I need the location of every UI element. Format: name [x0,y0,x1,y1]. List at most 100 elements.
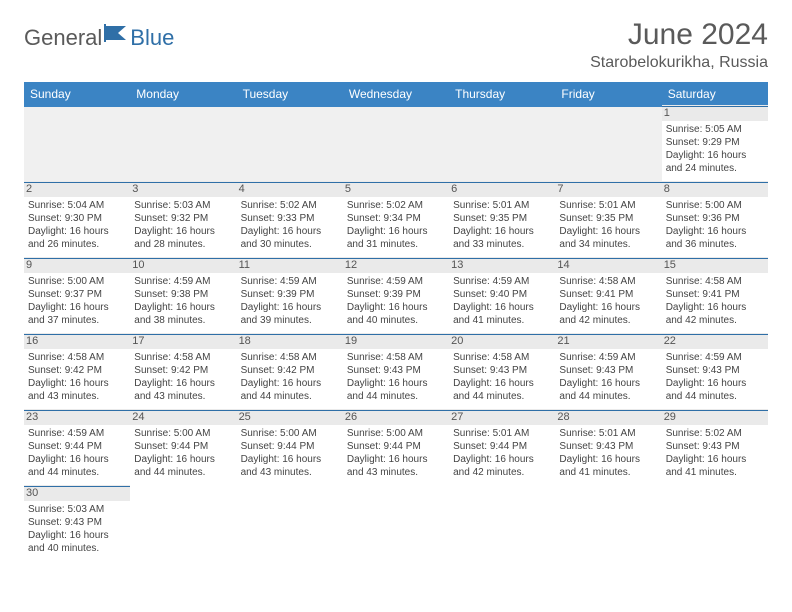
day-number: 4 [237,181,343,197]
weekday-header-row: SundayMondayTuesdayWednesdayThursdayFrid… [24,82,768,107]
weekday-header: Sunday [24,82,130,107]
day-number: 24 [130,409,236,425]
daylight-text: Daylight: 16 hours [347,225,445,238]
calendar-cell: 12Sunrise: 4:59 AMSunset: 9:39 PMDayligh… [343,259,449,335]
day-number: 20 [449,333,555,349]
calendar-cell [449,487,555,563]
day-number: 17 [130,333,236,349]
sunset-text: Sunset: 9:39 PM [347,288,445,301]
calendar-cell: 28Sunrise: 5:01 AMSunset: 9:43 PMDayligh… [555,411,661,487]
sunrise-text: Sunrise: 4:59 AM [559,351,657,364]
sunset-text: Sunset: 9:39 PM [241,288,339,301]
daylight-text: and 37 minutes. [28,314,126,327]
calendar-cell: 30Sunrise: 5:03 AMSunset: 9:43 PMDayligh… [24,487,130,563]
day-number: 28 [555,409,661,425]
sunset-text: Sunset: 9:43 PM [453,364,551,377]
sunset-text: Sunset: 9:37 PM [28,288,126,301]
calendar-cell [555,107,661,183]
sunrise-text: Sunrise: 5:02 AM [347,199,445,212]
day-number: 18 [237,333,343,349]
daylight-text: and 38 minutes. [134,314,232,327]
calendar-cell: 27Sunrise: 5:01 AMSunset: 9:44 PMDayligh… [449,411,555,487]
calendar-row: 16Sunrise: 4:58 AMSunset: 9:42 PMDayligh… [24,335,768,411]
daylight-text: Daylight: 16 hours [559,377,657,390]
daylight-text: and 36 minutes. [666,238,764,251]
daylight-text: Daylight: 16 hours [453,377,551,390]
sunrise-text: Sunrise: 5:01 AM [559,199,657,212]
sunrise-text: Sunrise: 4:59 AM [241,275,339,288]
sunrise-text: Sunrise: 5:05 AM [666,123,764,136]
day-number: 27 [449,409,555,425]
sunset-text: Sunset: 9:42 PM [241,364,339,377]
daylight-text: Daylight: 16 hours [559,453,657,466]
sunset-text: Sunset: 9:43 PM [347,364,445,377]
daylight-text: and 40 minutes. [347,314,445,327]
calendar-cell: 10Sunrise: 4:59 AMSunset: 9:38 PMDayligh… [130,259,236,335]
sunrise-text: Sunrise: 4:59 AM [453,275,551,288]
day-number: 21 [555,333,661,349]
sunrise-text: Sunrise: 5:00 AM [666,199,764,212]
daylight-text: Daylight: 16 hours [559,225,657,238]
sunset-text: Sunset: 9:44 PM [453,440,551,453]
day-number: 22 [662,333,768,349]
sunset-text: Sunset: 9:32 PM [134,212,232,225]
sunset-text: Sunset: 9:42 PM [28,364,126,377]
daylight-text: Daylight: 16 hours [666,453,764,466]
sunrise-text: Sunrise: 4:58 AM [134,351,232,364]
daylight-text: and 26 minutes. [28,238,126,251]
daylight-text: Daylight: 16 hours [241,377,339,390]
sunset-text: Sunset: 9:38 PM [134,288,232,301]
sunrise-text: Sunrise: 4:58 AM [28,351,126,364]
weekday-header: Monday [130,82,236,107]
calendar-row: 30Sunrise: 5:03 AMSunset: 9:43 PMDayligh… [24,487,768,563]
calendar-cell: 15Sunrise: 4:58 AMSunset: 9:41 PMDayligh… [662,259,768,335]
calendar-cell: 24Sunrise: 5:00 AMSunset: 9:44 PMDayligh… [130,411,236,487]
daylight-text: Daylight: 16 hours [666,301,764,314]
logo: General Blue [24,24,174,52]
daylight-text: Daylight: 16 hours [134,225,232,238]
day-number: 2 [24,181,130,197]
daylight-text: and 43 minutes. [347,466,445,479]
sunrise-text: Sunrise: 5:00 AM [28,275,126,288]
daylight-text: Daylight: 16 hours [28,453,126,466]
sunset-text: Sunset: 9:33 PM [241,212,339,225]
logo-text-1: General [24,25,102,51]
daylight-text: and 24 minutes. [666,162,764,175]
calendar-cell: 3 Sunrise: 5:03 AMSunset: 9:32 PMDaylight… [130,183,236,259]
sunrise-text: Sunrise: 5:02 AM [666,427,764,440]
daylight-text: and 34 minutes. [559,238,657,251]
sunrise-text: Sunrise: 5:02 AM [241,199,339,212]
sunset-text: Sunset: 9:43 PM [666,364,764,377]
sunrise-text: Sunrise: 5:01 AM [453,199,551,212]
daylight-text: and 44 minutes. [666,390,764,403]
day-number: 3 [130,181,236,197]
calendar-cell: 4Sunrise: 5:02 AMSunset: 9:33 PMDaylight… [237,183,343,259]
sunrise-text: Sunrise: 4:59 AM [134,275,232,288]
daylight-text: and 44 minutes. [453,390,551,403]
day-number: 25 [237,409,343,425]
sunset-text: Sunset: 9:30 PM [28,212,126,225]
calendar-cell: 5Sunrise: 5:02 AMSunset: 9:34 PMDaylight… [343,183,449,259]
calendar-cell: 21Sunrise: 4:59 AMSunset: 9:43 PMDayligh… [555,335,661,411]
day-number: 8 [662,181,768,197]
daylight-text: and 44 minutes. [559,390,657,403]
daylight-text: and 42 minutes. [453,466,551,479]
sunset-text: Sunset: 9:43 PM [559,440,657,453]
sunset-text: Sunset: 9:35 PM [559,212,657,225]
sunset-text: Sunset: 9:34 PM [347,212,445,225]
sunrise-text: Sunrise: 4:58 AM [453,351,551,364]
daylight-text: and 43 minutes. [28,390,126,403]
calendar-row: 9Sunrise: 5:00 AMSunset: 9:37 PMDaylight… [24,259,768,335]
sunrise-text: Sunrise: 5:03 AM [134,199,232,212]
daylight-text: and 43 minutes. [134,390,232,403]
sunrise-text: Sunrise: 4:58 AM [347,351,445,364]
daylight-text: and 28 minutes. [134,238,232,251]
weekday-header: Wednesday [343,82,449,107]
calendar-cell: 17Sunrise: 4:58 AMSunset: 9:42 PMDayligh… [130,335,236,411]
weekday-header: Tuesday [237,82,343,107]
calendar-cell: 7Sunrise: 5:01 AMSunset: 9:35 PMDaylight… [555,183,661,259]
calendar-cell [343,107,449,183]
sunrise-text: Sunrise: 5:03 AM [28,503,126,516]
sunset-text: Sunset: 9:43 PM [28,516,126,529]
calendar-cell: 1Sunrise: 5:05 AMSunset: 9:29 PMDaylight… [662,107,768,183]
